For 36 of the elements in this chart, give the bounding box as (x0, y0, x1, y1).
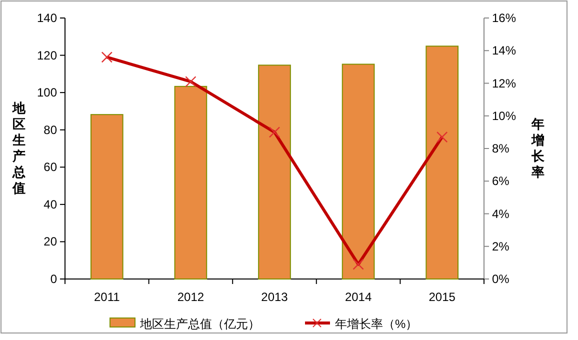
y-tick-label: 80 (44, 122, 58, 137)
bar (174, 86, 208, 280)
bar (90, 114, 124, 280)
y2-tick-label: 0% (492, 272, 510, 286)
point (436, 131, 448, 143)
x-tick-label: 2012 (177, 290, 204, 304)
x-tick-label: 2011 (94, 290, 120, 304)
x-tick-label: 2015 (428, 290, 456, 304)
point (268, 126, 280, 138)
point (185, 76, 196, 88)
y-tick-label: 60 (44, 160, 58, 174)
bar (258, 64, 291, 280)
bar (426, 46, 459, 280)
y-tick-label: 120 (36, 48, 58, 62)
y-tick-label: 0 (50, 272, 58, 286)
y-tick-label: 140 (36, 11, 58, 25)
y2-tick-label: 4% (492, 206, 510, 221)
x-tick-label: 2013 (261, 290, 288, 304)
y2-tick-label: 2% (492, 239, 510, 254)
point (101, 52, 112, 63)
y2-tick-label: 10% (492, 108, 516, 123)
point (352, 258, 364, 270)
y-tick-label: 40 (44, 197, 58, 212)
x-tick-label: 2014 (344, 290, 372, 304)
y2-axis-title: 年增长率 (530, 116, 546, 180)
y-tick-label: 100 (36, 86, 58, 100)
legend-label: 年增长率（%） (335, 317, 418, 331)
legend-label: 地区生产总值（亿元） (139, 317, 260, 331)
y2-tick-label: 6% (492, 174, 510, 188)
y2-tick-label: 12% (492, 76, 516, 90)
y2-tick-label: 8% (492, 142, 510, 156)
bar (342, 64, 375, 280)
y-axis-title: 地区生产总值 (12, 100, 26, 196)
y2-tick-label: 16% (492, 11, 516, 25)
y-tick-label: 20 (44, 234, 58, 249)
y2-tick-label: 14% (492, 44, 516, 58)
